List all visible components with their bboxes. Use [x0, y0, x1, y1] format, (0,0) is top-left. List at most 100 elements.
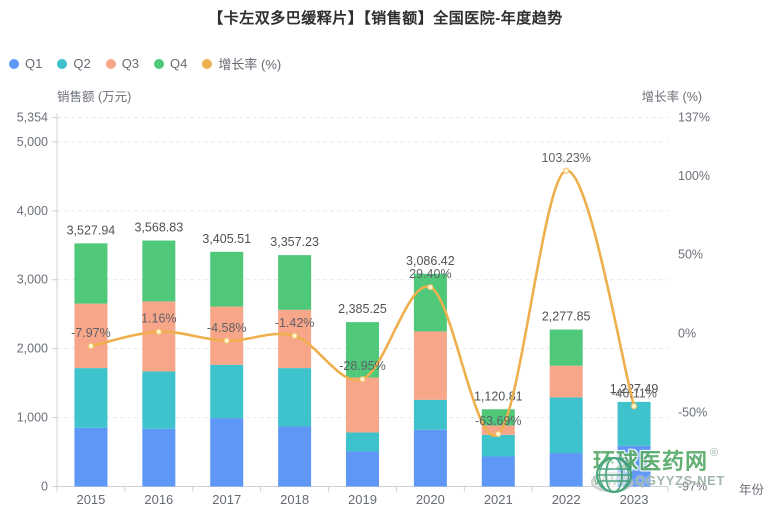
growth-point-2021[interactable] — [495, 430, 502, 438]
bar-total-label-2015: 3,527.94 — [67, 223, 116, 237]
x-axis-category-label: 2023 — [620, 492, 649, 507]
bar-segment-2015-q3[interactable] — [74, 303, 108, 369]
bar-total-label-2018: 3,357.23 — [270, 235, 319, 249]
bar-segment-2015-q2[interactable] — [74, 368, 108, 428]
x-axis-category-label: 2022 — [552, 492, 581, 507]
bar-segment-2018-q4[interactable] — [278, 255, 312, 310]
bar-segment-2016-q3[interactable] — [142, 301, 176, 372]
left-axis-tick-label: 4,000 — [17, 204, 48, 218]
bar-segment-2015-q4[interactable] — [74, 243, 108, 304]
bar-segment-2017-q1[interactable] — [210, 418, 244, 487]
legend-item-q3[interactable]: Q3 — [105, 56, 140, 71]
bar-segment-2016-q1[interactable] — [142, 428, 176, 487]
bar-segment-2018-q1[interactable] — [278, 426, 312, 487]
x-axis-category-label: 2018 — [280, 492, 309, 507]
legend-dot-icon — [202, 58, 213, 69]
bar-segment-2015-q1[interactable] — [74, 427, 108, 487]
growth-point-2023[interactable] — [630, 403, 638, 410]
growth-point-2019[interactable] — [359, 376, 366, 383]
bar-total-label-2020: 3,086.42 — [406, 254, 455, 268]
x-axis-title: 年份 — [739, 483, 765, 497]
x-axis-category-label: 2019 — [348, 492, 377, 507]
bar-total-label-2017: 3,405.51 — [202, 232, 251, 246]
bar-total-label-2019: 2,385.25 — [338, 302, 387, 316]
legend-item-[interactable]: 增长率 (%) — [202, 54, 281, 73]
bar-segment-2016-q2[interactable] — [142, 371, 176, 429]
growth-label-2021: -63.69% — [475, 414, 522, 428]
right-axis-title: 增长率 (%) — [641, 90, 702, 104]
bar-segment-2022-q3[interactable] — [549, 365, 583, 398]
chart-title: 【卡左双多巴缓释片】【销售额】全国医院-年度趋势 — [208, 10, 563, 27]
legend-item-q2[interactable]: Q2 — [57, 56, 91, 71]
legend-label: Q1 — [25, 56, 43, 71]
growth-point-2022[interactable] — [563, 167, 570, 174]
bar-segment-2020-q2[interactable] — [413, 399, 447, 430]
bar-segment-2021-q2[interactable] — [481, 434, 515, 457]
legend-dot-icon — [57, 58, 68, 69]
growth-point-2015[interactable] — [87, 343, 95, 350]
right-axis-tick-label: 50% — [678, 248, 703, 262]
right-axis-tick-label: 137% — [678, 111, 710, 125]
bar-segment-2021-q1[interactable] — [481, 456, 515, 487]
legend-label: Q3 — [121, 56, 140, 71]
bar-total-label-2021: 1,120.81 — [474, 389, 523, 403]
bar-segment-2022-q2[interactable] — [549, 397, 583, 454]
legend-dot-icon — [105, 58, 116, 69]
bar-segment-2016-q4[interactable] — [142, 240, 176, 302]
right-axis-tick-label: 100% — [678, 169, 710, 183]
bar-segment-2020-q3[interactable] — [413, 331, 447, 400]
left-axis-tick-label: 5,000 — [17, 135, 48, 149]
legend-item-q1[interactable]: Q1 — [9, 56, 42, 71]
right-axis-tick-label: 0% — [678, 327, 696, 341]
bar-segment-2021-q3[interactable] — [481, 425, 515, 435]
legend-dot-icon — [154, 58, 165, 69]
bar-segment-2018-q2[interactable] — [278, 368, 312, 427]
left-axis-tick-label: 1,000 — [17, 411, 48, 425]
bar-total-label-2022: 2,277.85 — [542, 310, 591, 324]
x-axis-category-label: 2017 — [212, 492, 241, 507]
growth-point-2016[interactable] — [155, 328, 162, 335]
growth-point-2017[interactable] — [223, 337, 230, 344]
bar-segment-2017-q2[interactable] — [210, 364, 244, 419]
bar-segment-2018-q3[interactable] — [278, 309, 312, 369]
growth-point-2020[interactable] — [427, 284, 434, 291]
left-axis-tick-label: 2,000 — [17, 342, 48, 356]
growth-label-2020: 29.40% — [409, 267, 451, 281]
right-axis-tick-label: -97% — [678, 480, 707, 494]
bar-segment-2020-q1[interactable] — [413, 429, 447, 487]
left-axis-tick-label: 3,000 — [17, 273, 48, 287]
bar-segment-2017-q4[interactable] — [210, 251, 244, 307]
bar-segment-2023-q1[interactable] — [617, 445, 651, 487]
bar-segment-2019-q3[interactable] — [346, 377, 379, 433]
growth-label-2019: -28.95% — [339, 359, 386, 373]
growth-label-2018: -1.42% — [275, 316, 315, 330]
bar-total-label-2023: 1,227.49 — [610, 382, 659, 396]
bar-segment-2019-q2[interactable] — [346, 432, 379, 452]
bar-segment-2017-q3[interactable] — [210, 306, 244, 365]
left-axis-tick-label: 0 — [41, 480, 48, 494]
growth-label-2016: 1.16% — [141, 312, 176, 326]
bar-total-label-2016: 3,568.83 — [134, 221, 183, 235]
x-axis-category-label: 2016 — [144, 492, 173, 507]
bar-segment-2019-q1[interactable] — [346, 451, 379, 487]
growth-label-2023: -46.11% — [611, 386, 657, 400]
bar-segment-2022-q4[interactable] — [549, 329, 583, 366]
legend-label: Q2 — [73, 56, 91, 71]
growth-label-2017: -4.58% — [207, 321, 247, 335]
legend-label: Q4 — [170, 56, 188, 71]
legend: Q1 Q2 Q3 Q4 增长率 (%) — [9, 54, 281, 73]
growth-point-2018[interactable] — [291, 332, 298, 339]
legend-item-q4[interactable]: Q4 — [154, 56, 187, 71]
left-axis-title: 销售额 (万元) — [57, 90, 132, 104]
right-axis-tick-label: -50% — [678, 405, 707, 419]
growth-label-2015: -7.97% — [71, 326, 111, 340]
left-axis-tick-label: 5,354 — [17, 111, 48, 125]
x-axis-category-label: 2020 — [416, 492, 445, 507]
bar-segment-2022-q1[interactable] — [549, 453, 583, 487]
x-axis-category-label: 2021 — [484, 492, 513, 507]
x-axis-category-label: 2015 — [76, 492, 105, 507]
legend-dot-icon — [9, 58, 19, 69]
growth-label-2022: 103.23% — [541, 151, 590, 165]
